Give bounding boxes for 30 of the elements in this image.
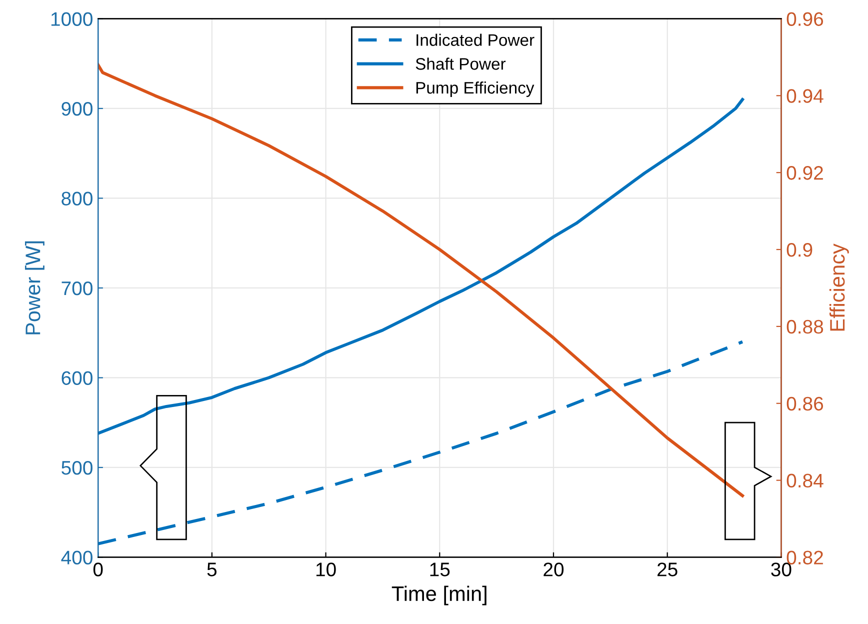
y2-tick-label: 0.96 — [786, 12, 824, 26]
x-tick-label: 0 — [93, 562, 103, 576]
legend-label: Shaft Power — [416, 58, 506, 70]
y-axis-title: Power [W] — [24, 241, 44, 334]
y-tick-label: 500 — [62, 460, 92, 475]
y2-tick-label: 0.92 — [786, 166, 823, 180]
x-tick-label: 25 — [658, 562, 678, 576]
x-tick-label: 30 — [771, 562, 792, 576]
line-series — [98, 98, 744, 435]
y-tick-label: 600 — [62, 371, 92, 385]
y2-tick-label: 0.82 — [786, 550, 823, 564]
line-series — [98, 340, 744, 546]
y-tick-label: 900 — [62, 102, 92, 116]
x-tick-label: 20 — [544, 562, 564, 576]
x-tick-label: 10 — [316, 562, 336, 576]
legend-label: Indicated Power — [416, 34, 534, 46]
y2-tick-label: 0.88 — [786, 320, 824, 334]
y-tick-label: 400 — [61, 550, 92, 564]
y-tick-label: 800 — [62, 192, 92, 206]
y2-tick-label: 0.94 — [786, 89, 824, 103]
y2-axis-title: Efficiency — [829, 244, 849, 331]
legend-label: Pump Efficiency — [416, 81, 534, 97]
x-tick-label: 15 — [430, 562, 450, 576]
x-tick-label: 5 — [207, 562, 217, 576]
y-tick-label: 700 — [62, 281, 92, 296]
x-axis-title: Time [min] — [392, 586, 486, 606]
y-tick-label: 1000 — [51, 12, 92, 26]
y2-tick-label: 0.86 — [786, 396, 824, 411]
y2-tick-label: 0.84 — [786, 474, 824, 488]
y2-tick-label: 0.9 — [786, 242, 812, 257]
